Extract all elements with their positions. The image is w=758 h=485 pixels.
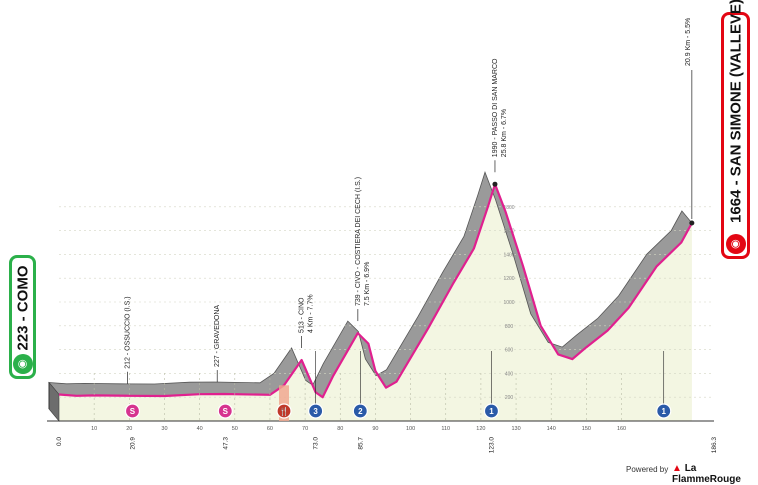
feed-zone-band	[279, 385, 290, 421]
km-marker-label: 123.0	[488, 437, 495, 454]
km-marker-label: 73.0	[313, 437, 320, 450]
feed-marker-symbol: 🍴	[279, 406, 289, 416]
y-tick-label: 1800	[503, 205, 514, 211]
place-label: 739 - CIVO - COSTIERA DEI CECH (I.S.)	[355, 177, 362, 306]
y-tick-label: 1400	[503, 252, 514, 258]
climb-marker-symbol: 2	[358, 407, 363, 416]
sprint-marker-icon	[124, 403, 141, 419]
profile-area	[59, 184, 692, 421]
y-tick-label: 1600	[503, 229, 514, 235]
climb-marker-icon	[308, 403, 324, 419]
x-tick-label: 60	[267, 426, 273, 432]
km-marker-label: 0.0	[56, 437, 63, 446]
x-tick-label: 30	[161, 426, 167, 432]
sprint-marker-symbol: S	[130, 407, 136, 416]
x-tick-label: 100	[406, 426, 415, 432]
km-marker-label: 20.9	[129, 437, 136, 450]
y-tick-label: 800	[505, 324, 514, 330]
start-label: 223 - COMO	[14, 265, 31, 351]
climb-marker-symbol: 1	[661, 407, 666, 416]
climb-stats-label: 25.8 Km - 6.7%	[501, 109, 508, 157]
finish-label: 1664 - SAN SIMONE (VALLEVE)	[727, 0, 744, 224]
place-label: 1990 - PASSO DI SAN MARCO	[492, 58, 499, 157]
km-marker-label: 47.3	[222, 437, 229, 450]
summit-dot	[492, 181, 498, 187]
flamme-rouge-icon: ▲	[672, 463, 682, 474]
start-badge: 223 - COMO ◉	[9, 255, 36, 379]
brand-name: La FlammeRouge	[672, 463, 741, 485]
x-tick-label: 50	[232, 426, 238, 432]
place-label: 513 - CINO	[299, 297, 306, 333]
x-tick-label: 20	[126, 426, 132, 432]
km-marker-label: 85.7	[357, 437, 364, 450]
x-tick-label: 80	[337, 426, 343, 432]
place-label: 227 - GRAVEDONA	[214, 305, 221, 367]
brand-logo: ▲ La FlammeRouge	[672, 463, 758, 485]
climb-marker-icon	[483, 403, 500, 419]
x-tick-label: 120	[476, 426, 485, 432]
x-tick-label: 10	[91, 426, 97, 432]
climb-marker-icon	[352, 403, 368, 419]
place-label: 212 - OSSUCCIO (I.S.)	[125, 296, 132, 368]
finish-climb-stats: 20.9 Km - 5.5%	[685, 18, 692, 66]
y-tick-label: 1000	[503, 300, 514, 306]
profile-line	[58, 183, 693, 399]
finish-badge: 1664 - SAN SIMONE (VALLEVE) ◉	[721, 0, 750, 259]
feed-marker-icon	[276, 403, 292, 419]
y-tick-label: 400	[505, 371, 514, 377]
climb-marker-symbol: 3	[313, 407, 318, 416]
y-tick-label: 1200	[503, 276, 514, 282]
x-tick-label: 130	[511, 426, 520, 432]
bicycle-icon: ◉	[725, 234, 746, 254]
finish-dot	[689, 220, 695, 226]
climb-marker-icon	[656, 403, 672, 419]
x-tick-label: 90	[372, 426, 378, 432]
climb-marker-symbol: 1	[489, 407, 494, 416]
sprint-marker-icon	[217, 403, 233, 419]
x-tick-label: 110	[441, 426, 450, 432]
bicycle-icon: ◉	[12, 354, 33, 374]
climb-stats-label: 4 Km - 7.7%	[308, 294, 315, 333]
climb-stats-label: 7.5 Km - 6.9%	[364, 262, 371, 306]
y-tick-label: 600	[505, 348, 514, 354]
x-tick-label: 140	[547, 426, 556, 432]
km-marker-label: 186.3	[711, 437, 718, 454]
powered-by-text: Powered by	[626, 465, 669, 474]
x-tick-label: 150	[582, 426, 591, 432]
x-tick-label: 70	[302, 426, 308, 432]
sprint-marker-symbol: S	[223, 407, 229, 416]
y-tick-label: 200	[505, 395, 514, 401]
x-tick-label: 160	[617, 426, 626, 432]
x-tick-label: 40	[197, 426, 203, 432]
